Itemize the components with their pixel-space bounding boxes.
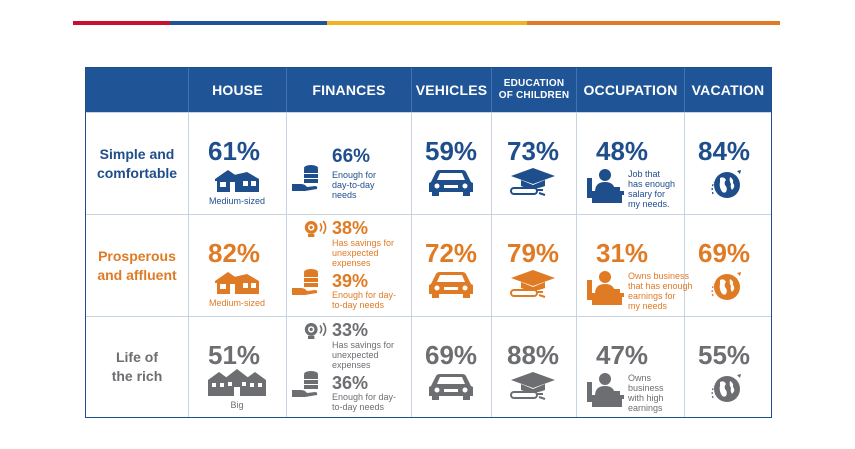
savings-camera-icon [304,322,328,340]
house-caption-rich: Big [230,400,244,410]
house-caption-prosperous: Medium-sized [208,298,266,308]
finances-savings-caption-rich: Has savings for unexpected expenses [332,340,395,370]
cell-simple-5 [576,112,684,214]
header-education: EDUCATION OF CHILDREN [491,68,576,112]
finances-savings-caption-prosperous: Has savings for unexpected expenses [332,238,395,268]
vacation-pct-simple: 84% [698,136,751,166]
top-color-bar [73,21,780,25]
finances-savings-pct-prosperous: 38% [332,218,369,238]
vacation-pct-prosperous: 69% [698,238,751,268]
cell-prosperous-6 [684,214,771,316]
graduation-cap-icon [509,268,557,298]
savings-camera-icon [304,220,328,238]
occupation-pct-rich: 47% [596,340,649,370]
header-occupation-label: OCCUPATION [583,82,678,98]
cell-simple-2 [286,112,411,214]
car-icon [427,168,475,196]
top-bar-yellow [327,21,527,25]
header-corner [86,68,188,112]
vehicles-pct-simple: 59% [425,136,478,166]
globe-icon [710,168,744,202]
finances-daily-pct-rich: 36% [332,373,369,393]
house-pct-simple: 61% [208,136,261,166]
cell-simple-3 [411,112,491,214]
header-vehicles: VEHICLES [411,68,491,112]
vehicles-pct-rich: 69% [425,340,478,370]
cell-rich-1 [188,316,286,417]
row-label-simple: Simple and comfortable [86,112,188,214]
cell-prosperous-2 [286,214,411,316]
finances-caption-simple: Enough for day-to-day needs [332,170,377,200]
vehicles-pct-prosperous: 72% [425,238,478,268]
vacation-pct-rich: 55% [698,340,751,370]
finances-savings-pct-rich: 33% [332,320,369,340]
house-icon [212,167,262,193]
cell-rich-6 [684,316,771,417]
worker-desk-icon [586,168,626,204]
cell-prosperous-5 [576,214,684,316]
globe-icon [710,270,744,304]
cell-prosperous-1 [188,214,286,316]
finances-daily-pct-prosperous: 39% [332,271,369,291]
cell-prosperous-3 [411,214,491,316]
header-vacation-label: VACATION [691,82,765,98]
top-bar-orange [527,21,780,25]
car-icon [427,270,475,298]
cell-rich-3 [411,316,491,417]
worker-desk-icon [586,270,626,306]
row-label-prosperous: Prosperous and affluent [86,214,188,316]
row-label-rich: Life of the rich [86,316,188,417]
header-vehicles-label: VEHICLES [415,82,488,98]
header-education-label: EDUCATION OF CHILDREN [498,78,570,101]
finances-daily-caption-rich: Enough for day- to-day needs [332,392,397,412]
education-pct-prosperous: 79% [507,238,560,268]
cell-rich-4 [491,316,576,417]
occupation-caption-simple: Job that has enough salary for my needs. [628,169,676,209]
header-occupation: OCCUPATION [576,68,684,112]
top-bar-blue [170,21,327,25]
survey-table: HOUSE FINANCES VEHICLES EDUCATION OF CHI… [85,67,772,418]
header-vacation: VACATION [684,68,771,112]
finances-pct-simple: 66% [332,146,371,167]
coins-hand-icon [291,268,327,298]
graduation-cap-icon [509,370,557,400]
finances-daily-caption-prosperous: Enough for day- to-day needs [332,290,397,310]
cell-simple-1 [188,112,286,214]
education-pct-simple: 73% [507,136,560,166]
house-pct-prosperous: 82% [208,238,261,268]
cell-prosperous-4 [491,214,576,316]
house-icon [212,269,262,295]
occupation-pct-simple: 48% [596,136,649,166]
header-house: HOUSE [188,68,286,112]
header-finances-label: FINANCES [312,82,386,98]
header-finances: FINANCES [286,68,411,112]
graduation-cap-icon [509,166,557,196]
occupation-pct-prosperous: 31% [596,238,649,268]
car-icon [427,372,475,400]
occupation-caption-rich: Owns business with high earnings [628,373,664,413]
cell-simple-4 [491,112,576,214]
education-pct-rich: 88% [507,340,560,370]
coins-hand-icon [291,164,327,194]
globe-icon [710,372,744,406]
cell-rich-5 [576,316,684,417]
occupation-caption-prosperous: Owns business that has enough earnings f… [628,271,693,311]
top-bar-red [73,21,170,25]
cell-simple-6 [684,112,771,214]
worker-desk-icon [586,372,626,408]
header-house-label: HOUSE [212,82,263,98]
big-house-icon [206,367,268,397]
house-caption-simple: Medium-sized [208,196,266,206]
coins-hand-icon [291,370,327,400]
cell-rich-2 [286,316,411,417]
house-pct-rich: 51% [208,340,261,370]
